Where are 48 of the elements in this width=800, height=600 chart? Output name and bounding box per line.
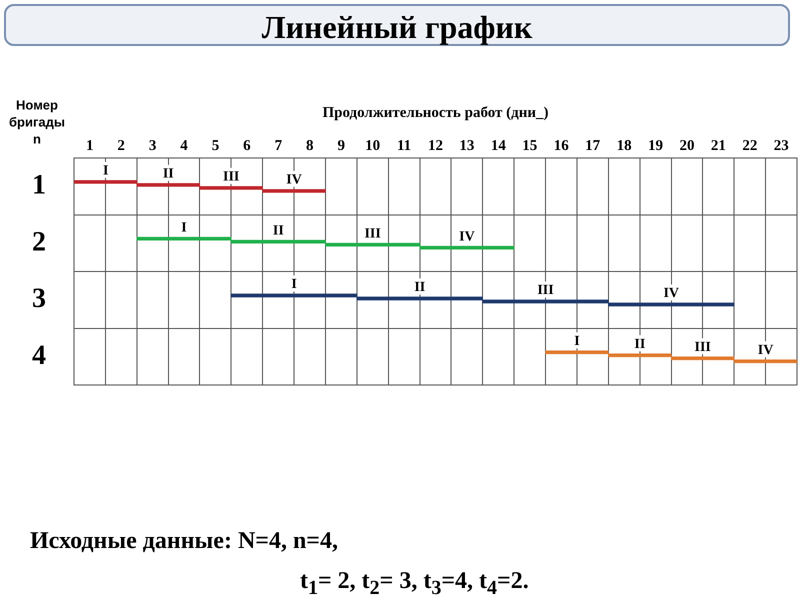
x-tick-label: 15 xyxy=(522,138,538,154)
text: IV xyxy=(758,342,774,358)
x-tick-label: 16 xyxy=(554,138,570,154)
y-tick-label: 1 xyxy=(32,170,46,201)
x-axis-title: Продолжительность работ (дни_) xyxy=(322,104,549,121)
series-label: III xyxy=(222,170,240,185)
x-tick-label: 14 xyxy=(490,138,506,154)
text: III xyxy=(537,283,554,298)
x-tick-label: 20 xyxy=(679,138,694,154)
text: t$_{1}$= 2, t$_{2}$= 3, t$_{3}$=4, t$_{4}$=2. xyxy=(300,568,529,599)
x-tick-label: 21 xyxy=(710,138,726,154)
x-tick-label: 18 xyxy=(616,138,632,154)
x-tick-label: 2 xyxy=(117,138,125,154)
x-tick-label: 17 xyxy=(585,138,601,154)
x-tick-label: 8 xyxy=(306,138,314,154)
text: I xyxy=(574,334,580,349)
x-tick-label: 4 xyxy=(180,138,188,154)
chart-title: Линейный график xyxy=(4,4,790,46)
text: I xyxy=(291,277,297,292)
series-label: I xyxy=(102,164,108,179)
y-tick-label: 3 xyxy=(32,283,46,314)
x-tick-label: 19 xyxy=(648,138,664,154)
text: III xyxy=(364,226,381,242)
x-tick-label: 9 xyxy=(337,138,345,154)
series-label: II xyxy=(162,166,174,182)
text: IV xyxy=(663,286,680,302)
x-tick-label: 6 xyxy=(243,138,252,154)
x-tick-label: 7 xyxy=(274,138,283,154)
x-tick-label: 22 xyxy=(742,138,758,154)
x-tick-label: 10 xyxy=(365,138,380,154)
text: III xyxy=(694,340,711,355)
text: II xyxy=(272,223,284,238)
text: Исходные данные: N=4, n=4, xyxy=(30,528,338,555)
text: IV xyxy=(459,229,475,244)
y-tick-label: 4 xyxy=(32,340,46,372)
x-tick-label: 13 xyxy=(459,138,474,154)
x-tick-label: 12 xyxy=(428,138,443,154)
x-tick-label: 3 xyxy=(148,138,156,154)
text: I xyxy=(181,220,187,236)
x-tick-label: 23 xyxy=(774,138,789,154)
x-tick-label: 5 xyxy=(212,138,220,154)
y-tick-label: 2 xyxy=(32,226,46,258)
series-label: IV xyxy=(286,172,302,188)
y-axis-title: Номер бригады n xyxy=(9,98,65,147)
x-tick-label: 11 xyxy=(396,138,412,154)
text: II xyxy=(634,336,646,352)
text: II xyxy=(414,280,426,296)
x-tick-label: 1 xyxy=(86,138,94,154)
